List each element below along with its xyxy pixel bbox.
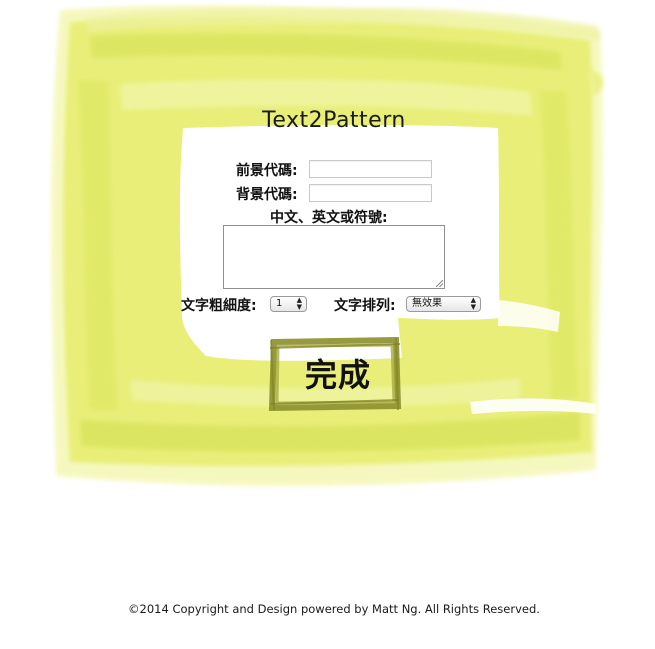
resize-grip-icon[interactable] [436, 280, 443, 287]
weight-select[interactable]: 1 ▲ ▼ [270, 296, 307, 312]
weight-label: 文字粗細度: [181, 298, 257, 314]
text-input-label: 中文、英文或符號: [270, 210, 388, 226]
submit-button-label[interactable]: 完成 [304, 356, 371, 394]
foreground-label: 前景代碼: [236, 163, 298, 179]
select-arrows-icon: ▲ ▼ [470, 296, 476, 311]
footer-copyright: ©2014 Copyright and Design powered by Ma… [128, 602, 540, 616]
text-input-area[interactable] [223, 225, 445, 289]
page-title: Text2Pattern [262, 108, 406, 133]
submit-button[interactable] [268, 336, 402, 412]
arrangement-select[interactable]: 無效果 ▲ ▼ [406, 296, 481, 312]
arrangement-label: 文字排列: [334, 298, 396, 314]
select-arrows-icon: ▲ ▼ [296, 296, 302, 311]
foreground-code-input[interactable] [309, 160, 432, 178]
arrangement-select-value: 無效果 [412, 298, 442, 309]
background-label: 背景代碼: [236, 187, 298, 203]
background-code-input[interactable] [309, 184, 432, 202]
weight-select-value: 1 [276, 298, 283, 309]
